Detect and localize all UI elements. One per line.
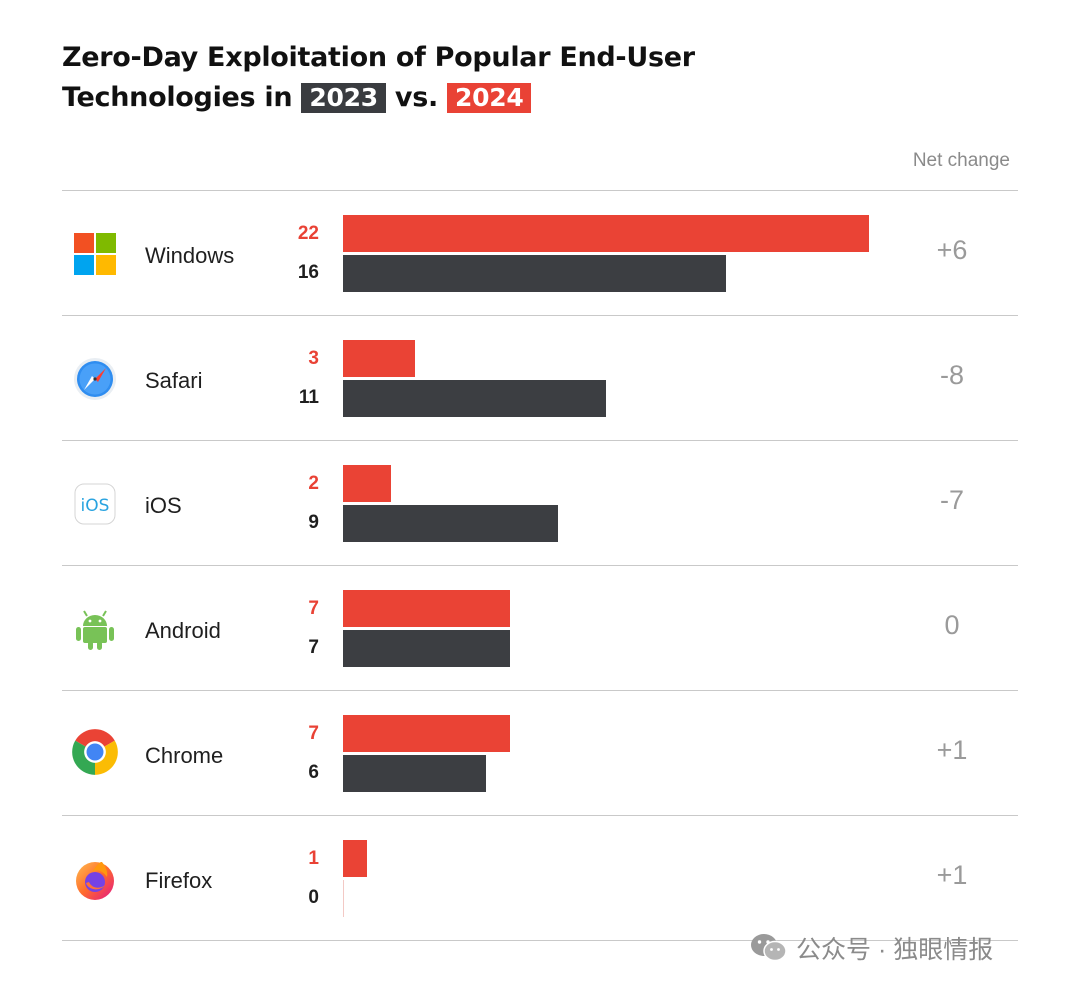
- value-label-2024: 7: [308, 598, 319, 619]
- net-change-value: +6: [936, 235, 968, 265]
- value-label-2024: 7: [308, 723, 319, 744]
- bar-2024: [343, 465, 391, 502]
- value-label-2023: 9: [308, 512, 319, 533]
- category-label: iOS: [145, 493, 182, 518]
- safari-icon: [72, 356, 118, 402]
- row-divider: [62, 565, 1018, 566]
- svg-text:iOS: iOS: [81, 496, 110, 516]
- title-vs: vs.: [394, 82, 438, 113]
- net-change-value: +1: [936, 860, 968, 890]
- category-label: Windows: [145, 243, 235, 268]
- net-change-value: -8: [939, 360, 964, 390]
- bar-2024: [343, 840, 367, 877]
- value-label-2023: 7: [308, 637, 319, 658]
- net-change-value: 0: [944, 610, 960, 640]
- chart-row-ios: iOS iOS 2 9 -7: [62, 440, 1018, 564]
- bar-2024: [343, 590, 510, 627]
- category-label: Firefox: [145, 868, 213, 893]
- row-divider: [62, 690, 1018, 691]
- value-label-2024: 1: [308, 848, 319, 869]
- bar-2023: [343, 880, 344, 917]
- title-line-2: Technologies in 2023 vs. 2024: [62, 78, 695, 118]
- firefox-icon: [72, 856, 118, 902]
- row-divider: [62, 440, 1018, 441]
- net-change-value: -7: [939, 485, 964, 515]
- category-label: Safari: [145, 368, 203, 393]
- bar-2023: [343, 630, 510, 667]
- chart-row-safari: Safari 3 11 -8: [62, 315, 1018, 439]
- android-icon: [72, 606, 118, 652]
- value-label-2023: 11: [298, 387, 319, 408]
- windows-icon: [72, 231, 118, 277]
- value-label-2023: 16: [297, 262, 319, 283]
- chart-row-windows: Windows 22 16 +6: [62, 190, 1018, 314]
- bar-2024: [343, 340, 415, 377]
- category-label: Chrome: [145, 743, 224, 768]
- bar-2023: [343, 255, 726, 292]
- bar-2024: [343, 715, 510, 752]
- chart-row-android: Android 7 7 0: [62, 565, 1018, 689]
- year-2024-badge: 2024: [447, 83, 532, 113]
- chart-row-chrome: Chrome 7 6 +1: [62, 690, 1018, 814]
- value-label-2024: 3: [308, 348, 319, 369]
- category-label: Android: [145, 618, 221, 643]
- ios-icon: iOS: [72, 481, 118, 527]
- year-2023-badge: 2023: [301, 83, 386, 113]
- value-label-2023: 0: [308, 887, 319, 908]
- wechat-icon: [751, 934, 787, 962]
- watermark: 公众号 · 独眼情报: [750, 930, 993, 966]
- chrome-icon: [70, 727, 118, 775]
- net-change-value: +1: [936, 735, 968, 765]
- chart-title: Zero-Day Exploitation of Popular End-Use…: [62, 38, 695, 118]
- title-line-1: Zero-Day Exploitation of Popular End-Use…: [62, 42, 695, 73]
- bar-2023: [343, 755, 486, 792]
- bar-2023: [343, 380, 606, 417]
- bar-2023: [343, 505, 558, 542]
- value-label-2023: 6: [308, 762, 319, 783]
- watermark-text: 公众号 · 独眼情报: [796, 936, 994, 964]
- chart-row-firefox: Firefox 1 0 +1: [62, 815, 1018, 939]
- value-label-2024: 2: [308, 473, 319, 494]
- row-divider: [62, 315, 1018, 316]
- row-divider: [62, 940, 1018, 941]
- title-prefix: Technologies in: [62, 82, 293, 113]
- value-label-2024: 22: [297, 223, 319, 244]
- row-divider: [62, 190, 1018, 191]
- row-divider: [62, 815, 1018, 816]
- bar-2024: [343, 215, 869, 252]
- net-change-header: Net change: [912, 150, 1010, 171]
